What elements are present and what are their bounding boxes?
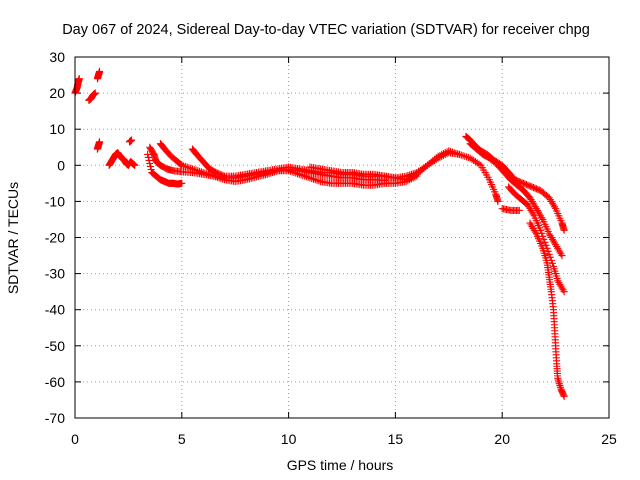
data-point (558, 252, 566, 260)
data-point (531, 184, 539, 192)
data-point (213, 169, 221, 177)
data-point (534, 185, 542, 193)
series-spike (93, 67, 104, 83)
data-point (216, 170, 224, 178)
tick-labels: 0 5 10 15 20 25 -70 -60 -50 -40 -30 -20 -10 0 10 20 30 (45, 49, 617, 447)
data-point (144, 150, 152, 159)
data-point (518, 179, 526, 187)
series-track-a (105, 149, 139, 169)
data-point (560, 288, 568, 296)
data-point (542, 241, 550, 249)
data-point (212, 168, 220, 177)
series-small-mark (125, 136, 136, 146)
data-point (541, 238, 549, 246)
data-point (215, 170, 223, 178)
data-point (537, 226, 545, 234)
data-point (540, 235, 548, 243)
data-point (538, 229, 546, 237)
y-tick-label: -50 (45, 338, 65, 354)
x-axis-label: GPS time / hours (287, 457, 394, 473)
data-point (544, 247, 552, 255)
data-point (146, 159, 154, 168)
data-point (521, 180, 529, 188)
y-tick-label: 30 (49, 49, 65, 65)
series-early-low (93, 138, 104, 153)
data-point (527, 182, 535, 190)
data-point (515, 206, 523, 214)
x-tick-label: 25 (601, 431, 617, 447)
y-tick-label: 10 (49, 121, 65, 137)
data-point (145, 156, 153, 165)
data-point (525, 182, 533, 190)
series-track-f (306, 147, 464, 184)
y-tick-label: -60 (45, 374, 65, 390)
data-point (560, 226, 568, 234)
y-tick-label: -40 (45, 302, 65, 318)
data-point (522, 181, 530, 189)
data-point (548, 259, 556, 267)
series-mid-mark (498, 205, 523, 214)
x-tick-label: 15 (388, 431, 404, 447)
data-point (75, 75, 83, 83)
series-track-b (144, 150, 186, 188)
x-tick-label: 10 (281, 431, 297, 447)
grid (75, 57, 609, 418)
data-point (219, 171, 227, 180)
y-tick-label: -70 (45, 410, 65, 426)
data-point (529, 184, 538, 192)
chart-title: Day 067 of 2024, Sidereal Day-to-day VTE… (62, 22, 590, 38)
data-point (494, 197, 502, 205)
data-point (532, 185, 540, 193)
data-point (178, 179, 186, 187)
series-track-h (466, 140, 566, 260)
y-tick-label: -30 (45, 266, 65, 282)
series-track-j (526, 219, 568, 400)
data-point (218, 171, 226, 179)
data-points (71, 67, 568, 400)
y-axis-label: SDTVAR / TECUs (5, 182, 21, 294)
y-tick-label: -10 (45, 193, 65, 209)
y-tick-label: 0 (57, 157, 65, 173)
data-point (524, 181, 532, 189)
data-point (560, 392, 568, 400)
plot-frame (74, 56, 610, 419)
data-point (520, 179, 528, 187)
data-point (131, 161, 139, 169)
y-tick-label: 20 (49, 85, 65, 101)
y-tick-label: -20 (45, 230, 65, 246)
data-point (144, 153, 152, 162)
data-point (546, 253, 554, 261)
data-point (517, 178, 525, 186)
x-tick-label: 5 (178, 431, 186, 447)
data-point (146, 162, 155, 171)
data-point (147, 165, 155, 174)
x-tick-label: 20 (494, 431, 510, 447)
data-point (545, 250, 553, 258)
series-early-mid (85, 89, 99, 104)
data-point (91, 89, 99, 97)
series-track-i (505, 183, 568, 296)
x-tick-label: 0 (71, 431, 79, 447)
data-point (455, 150, 464, 159)
data-point (528, 183, 536, 191)
data-point (96, 138, 104, 146)
data-point (128, 136, 136, 144)
data-point (96, 67, 104, 75)
